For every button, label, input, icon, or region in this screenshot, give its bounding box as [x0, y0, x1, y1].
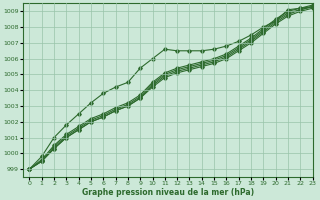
X-axis label: Graphe pression niveau de la mer (hPa): Graphe pression niveau de la mer (hPa) — [82, 188, 254, 197]
